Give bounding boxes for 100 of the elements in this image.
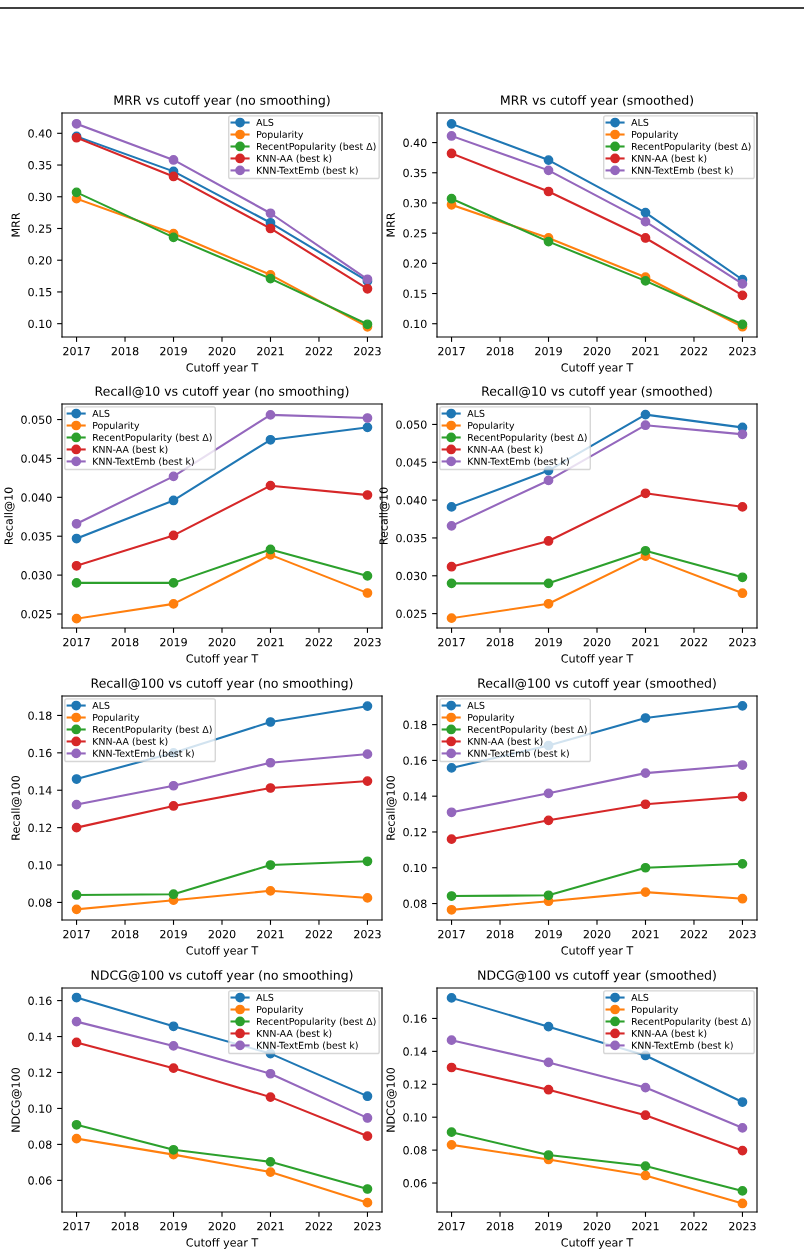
legend-label: ALS: [631, 993, 649, 1001]
legend-label: ALS: [467, 701, 485, 709]
y-tick-label: 0.14: [403, 1047, 427, 1056]
legend-label: Popularity: [632, 1005, 679, 1015]
legend-label: KNN-TextEmb (best k): [257, 1041, 358, 1050]
legend-label: KNN-TextEmb (best k): [93, 457, 194, 466]
chart-title: MRR vs cutoff year (smoothed): [501, 95, 694, 108]
x-tick-label: 2023: [729, 637, 756, 647]
y-tick-label: 0.10: [403, 1113, 427, 1122]
y-tick-label: 0.16: [403, 1014, 427, 1023]
x-axis-title: Cutoff year T: [561, 946, 634, 957]
x-tick-label: 2018: [111, 1221, 139, 1231]
x-tick-label: 2022: [305, 1221, 332, 1231]
x-tick-label: 2022: [680, 1221, 707, 1231]
x-tick-label: 2022: [305, 929, 332, 939]
y-tick-label: 0.15: [28, 287, 52, 297]
legend-label: KNN-TextEmb (best k): [632, 1041, 733, 1050]
y-tick-label: 0.08: [403, 899, 427, 908]
x-tick-label: 2018: [486, 346, 514, 356]
x-tick-label: 2019: [160, 637, 187, 647]
y-axis-title: Recall@10: [379, 487, 390, 545]
y-axis-title: MRR: [386, 212, 395, 237]
legend-label: RecentPopularity (best Δ): [93, 725, 212, 735]
y-tick-label: 0.15: [403, 289, 427, 298]
legend-label: KNN-AA (best k): [93, 737, 168, 747]
legend-label: KNN-TextEmb (best k): [632, 166, 733, 175]
x-tick-label: 2018: [111, 929, 139, 939]
x-tick-label: 2021: [257, 929, 284, 939]
x-tick-label: 2022: [680, 929, 707, 939]
x-tick-label: 2023: [354, 637, 381, 647]
y-tick-label: 0.050: [21, 415, 52, 424]
x-tick-label: 2019: [535, 637, 562, 647]
chart-title: Recall@10 vs cutoff year (smoothed): [482, 386, 712, 399]
x-tick-label: 2018: [486, 929, 514, 939]
legend-label: Popularity: [468, 421, 515, 431]
x-tick-label: 2019: [160, 346, 187, 356]
y-tick-label: 0.25: [403, 229, 427, 238]
x-tick-label: 2017: [63, 346, 90, 356]
x-tick-label: 2020: [208, 1221, 236, 1231]
y-axis-title: Recall@100: [11, 776, 22, 840]
chart-title: Recall@100 vs cutoff year (smoothed): [478, 678, 716, 691]
y-tick-label: 0.045: [21, 454, 52, 463]
y-tick-label: 0.16: [28, 748, 52, 758]
legend-label: ALS: [467, 409, 485, 417]
legend-label: Popularity: [257, 1005, 304, 1015]
legend-label: KNN-AA (best k): [257, 1029, 332, 1039]
y-tick-label: 0.025: [396, 609, 427, 618]
chart-title: Recall@10 vs cutoff year (no smoothing): [95, 386, 349, 399]
legend-label: RecentPopularity (best Δ): [632, 142, 751, 152]
x-axis-title: Cutoff year T: [186, 1238, 259, 1249]
y-tick-label: 0.16: [403, 756, 427, 765]
y-tick-label: 0.35: [28, 161, 52, 170]
x-tick-label: 2020: [583, 637, 611, 647]
legend-label: KNN-AA (best k): [257, 154, 332, 164]
legend-label: Popularity: [632, 130, 679, 140]
y-tick-label: 0.12: [28, 823, 52, 833]
legend-label: KNN-AA (best k): [468, 737, 543, 747]
y-axis-title: MRR: [11, 212, 20, 237]
chart-title: Recall@100 vs cutoff year (no smoothing): [91, 678, 353, 691]
x-tick-label: 2021: [632, 1221, 659, 1231]
y-tick-label: 0.30: [28, 192, 52, 202]
legend-label: ALS: [92, 409, 110, 417]
y-tick-label: 0.035: [21, 532, 52, 541]
y-tick-label: 0.06: [403, 1179, 427, 1188]
x-tick-label: 2019: [535, 1221, 562, 1231]
y-tick-label: 0.12: [403, 827, 427, 837]
legend-label: KNN-TextEmb (best k): [257, 166, 358, 175]
x-axis-title: Cutoff year T: [186, 363, 259, 374]
y-tick-label: 0.08: [403, 1146, 427, 1155]
x-tick-label: 2021: [257, 346, 284, 356]
x-tick-label: 2020: [583, 929, 611, 939]
x-tick-label: 2020: [208, 346, 236, 356]
legend-label: ALS: [92, 701, 110, 709]
x-tick-label: 2023: [729, 1221, 756, 1231]
x-tick-label: 2021: [257, 1221, 284, 1231]
x-tick-label: 2019: [160, 1221, 187, 1231]
y-tick-label: 0.030: [21, 571, 52, 580]
y-tick-label: 0.14: [28, 786, 52, 795]
legend-label: RecentPopularity (best Δ): [93, 433, 212, 443]
x-tick-label: 2017: [438, 929, 465, 939]
legend-label: KNN-AA (best k): [93, 445, 168, 455]
y-tick-label: 0.14: [28, 1032, 52, 1041]
y-tick-label: 0.20: [28, 256, 52, 265]
chart-title: NDCG@100 vs cutoff year (smoothed): [478, 970, 716, 983]
y-tick-label: 0.025: [21, 609, 52, 619]
y-axis-title: NDCG@100: [386, 1067, 397, 1132]
y-tick-label: 0.10: [28, 1104, 52, 1113]
x-tick-label: 2017: [63, 1221, 90, 1231]
x-tick-label: 2022: [680, 346, 707, 356]
legend-label: RecentPopularity (best Δ): [468, 433, 587, 443]
x-tick-label: 2017: [63, 929, 90, 939]
legend-label: KNN-TextEmb (best k): [468, 749, 569, 758]
y-tick-label: 0.050: [396, 420, 427, 429]
y-tick-label: 0.14: [403, 792, 427, 801]
y-tick-label: 0.045: [396, 458, 427, 467]
x-tick-label: 2022: [680, 637, 707, 647]
legend-label: ALS: [631, 118, 649, 126]
y-tick-label: 0.035: [396, 533, 427, 543]
x-tick-label: 2017: [438, 346, 465, 356]
y-tick-label: 0.12: [28, 1068, 52, 1077]
